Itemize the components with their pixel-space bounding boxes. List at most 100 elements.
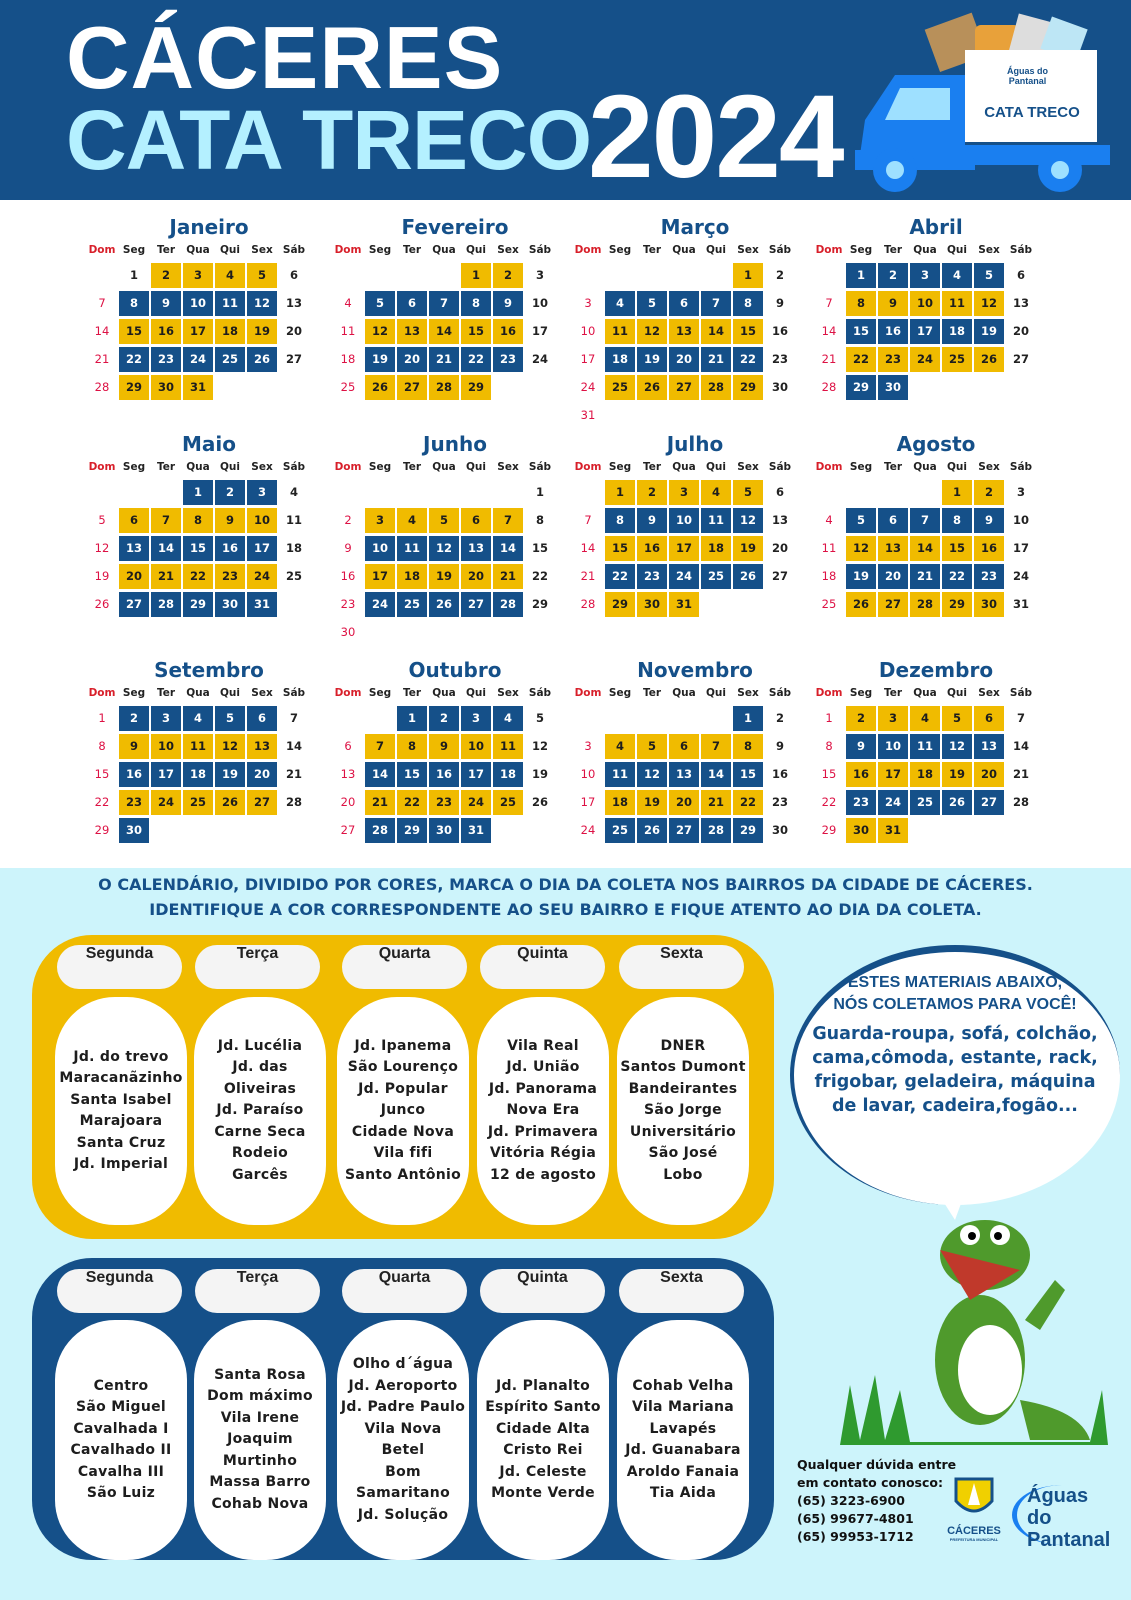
week-row: 24 25 26 27 28 29 30 (572, 373, 798, 401)
week-row: 21 22 23 24 25 26 27 (86, 345, 312, 373)
neighborhood-name: Jd. Guanabara (625, 1442, 741, 1458)
empty-cell (429, 480, 459, 505)
day-cell: 8 (825, 738, 833, 753)
day-cell: 18 (605, 789, 635, 815)
day-cell: 24 (580, 822, 596, 837)
day-cell: 11 (397, 535, 427, 561)
day-cell: 22 (605, 563, 635, 589)
weekday-label: Seg (368, 687, 392, 699)
day-cell: 10 (531, 295, 548, 310)
day-cell: 3 (669, 479, 699, 505)
day-cell: 8 (942, 507, 972, 533)
weekday-label: Qui (465, 461, 486, 473)
aguas-do-pantanal-logo: Águas do Pantanal (1012, 1485, 1112, 1551)
day-cell: 2 (429, 705, 459, 731)
weekday-header: Dom Seg Ter Qua Qui Sex Sáb (813, 682, 1039, 704)
month-março: Março Dom Seg Ter Qua Qui Sex Sáb 1 2 3 4 5 6 7 8 9 10 11 1… (572, 215, 798, 429)
neighborhood-name: Vila Irene (220, 1409, 300, 1426)
week-row: 12 13 14 15 16 17 18 (86, 534, 312, 562)
weekday-label: Qua (432, 244, 456, 256)
day-cell: 11 (493, 733, 523, 759)
neighborhood-name: São Lourenço (347, 1059, 459, 1076)
weekday-label: Ter (156, 687, 176, 699)
day-cell: 9 (493, 290, 523, 316)
empty-cell (333, 706, 363, 731)
day-cell: 18 (605, 346, 635, 372)
phone-2[interactable]: (65) 99677-4801 (797, 1511, 914, 1526)
neighborhood-name: Joaquim Murtinho (222, 1431, 298, 1469)
day-cell: 12 (637, 761, 667, 787)
empty-cell (397, 620, 427, 645)
day-cell: 2 (637, 479, 667, 505)
empty-cell (397, 480, 427, 505)
blue-schedule-day-quinta: Quinta (480, 1269, 605, 1313)
month-title: Julho (666, 432, 724, 456)
day-cell: 27 (878, 591, 908, 617)
weekday-label: Qua (913, 244, 937, 256)
month-title: Dezembro (878, 658, 994, 682)
day-cell: 11 (183, 733, 213, 759)
day-cell: 15 (531, 540, 548, 555)
truck-label: CATA TRECO (984, 104, 1080, 121)
day-cell: 11 (285, 512, 302, 527)
week-row: 8 9 10 11 12 13 14 (813, 732, 1039, 760)
day-cell: 2 (344, 512, 352, 527)
neighborhood-name: Cristo Rei (503, 1442, 583, 1458)
blue-schedule-neighborhoods: Centro São Miguel Cavalhada I Cavalhado II C… (55, 1320, 187, 1560)
day-cell: 12 (733, 507, 763, 533)
empty-cell (974, 818, 1004, 843)
day-cell: 1 (825, 710, 833, 725)
day-cell: 1 (605, 479, 635, 505)
weekday-label: Qui (705, 461, 726, 473)
day-cell: 14 (151, 535, 181, 561)
phone-1[interactable]: (65) 3223-6900 (797, 1493, 905, 1508)
day-cell: 5 (215, 705, 245, 731)
week-row: 10 11 12 13 14 15 16 (572, 760, 798, 788)
neighborhood-name: São José (648, 1145, 718, 1162)
week-row: 21 22 23 24 25 26 27 (572, 562, 798, 590)
day-cell: 12 (94, 540, 110, 555)
weekday-label: Qua (432, 687, 456, 699)
day-cell: 11 (942, 290, 972, 316)
day-cell: 17 (910, 318, 940, 344)
empty-cell (493, 818, 523, 843)
day-cell: 30 (771, 379, 788, 394)
week-row: 21 22 23 24 25 26 27 (813, 345, 1039, 373)
day-cell: 14 (285, 738, 302, 753)
day-cell: 8 (535, 512, 544, 527)
day-cell: 20 (771, 540, 788, 555)
truck-logo: Águas do Pantanal (1006, 66, 1048, 86)
blue-schedule-day-terça: Terça (195, 1269, 320, 1313)
weekday-label: Dom (334, 461, 362, 473)
day-cell: 16 (151, 318, 181, 344)
day-cell: 26 (637, 817, 667, 843)
weekday-label: Seg (122, 244, 146, 256)
day-cell: 20 (669, 789, 699, 815)
week-row: 26 27 28 29 30 31 (86, 590, 312, 618)
week-row: 24 25 26 27 28 29 30 (572, 816, 798, 844)
day-cell: 22 (942, 563, 972, 589)
day-cell: 19 (733, 535, 763, 561)
empty-cell (637, 263, 667, 288)
empty-cell (151, 818, 181, 843)
neighborhood-name: Rodeio (231, 1145, 289, 1162)
week-row: 17 18 19 20 21 22 23 (572, 788, 798, 816)
day-cell: 9 (775, 295, 784, 310)
neighborhood-name: Jd. Padre Paulo (340, 1399, 466, 1415)
weekday-label: Ter (156, 461, 176, 473)
weekday-label: Seg (608, 687, 632, 699)
day-cell: 4 (493, 705, 523, 731)
phone-3[interactable]: (65) 99953-1712 (797, 1529, 914, 1544)
day-cell: 14 (429, 318, 459, 344)
day-cell: 30 (340, 624, 356, 639)
neighborhood-name: DNER (660, 1037, 706, 1054)
day-cell: 9 (775, 738, 784, 753)
day-cell: 16 (637, 535, 667, 561)
day-cell: 2 (151, 262, 181, 288)
day-cell: 13 (878, 535, 908, 561)
weekday-label: Sex (251, 244, 273, 256)
neighborhood-name: Garcês (232, 1166, 288, 1183)
yellow-schedule-day-quarta: Quarta (342, 945, 467, 989)
day-cell: 3 (535, 267, 544, 282)
